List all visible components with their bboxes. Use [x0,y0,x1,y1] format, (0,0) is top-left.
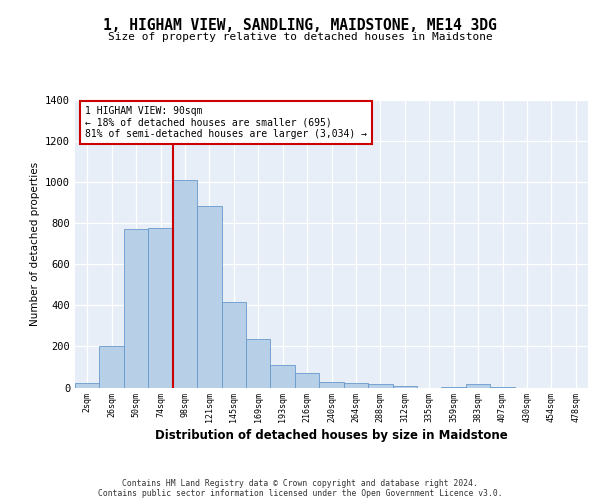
Text: 1, HIGHAM VIEW, SANDLING, MAIDSTONE, ME14 3DG: 1, HIGHAM VIEW, SANDLING, MAIDSTONE, ME1… [103,18,497,32]
Text: 1 HIGHAM VIEW: 90sqm
← 18% of detached houses are smaller (695)
81% of semi-deta: 1 HIGHAM VIEW: 90sqm ← 18% of detached h… [85,106,367,139]
Text: Contains public sector information licensed under the Open Government Licence v3: Contains public sector information licen… [98,488,502,498]
Bar [319,382,344,388]
Bar [246,339,271,388]
Bar [173,180,197,388]
Bar [392,386,417,388]
X-axis label: Distribution of detached houses by size in Maidstone: Distribution of detached houses by size … [155,430,508,442]
Y-axis label: Number of detached properties: Number of detached properties [29,162,40,326]
Bar [124,230,148,388]
Bar [271,365,295,388]
Bar [75,384,100,388]
Bar [368,384,392,388]
Bar [100,346,124,388]
Text: Size of property relative to detached houses in Maidstone: Size of property relative to detached ho… [107,32,493,42]
Bar [344,384,368,388]
Bar [466,384,490,388]
Bar [295,373,319,388]
Bar [148,228,173,388]
Bar [221,302,246,388]
Text: Contains HM Land Registry data © Crown copyright and database right 2024.: Contains HM Land Registry data © Crown c… [122,478,478,488]
Bar [197,206,221,388]
